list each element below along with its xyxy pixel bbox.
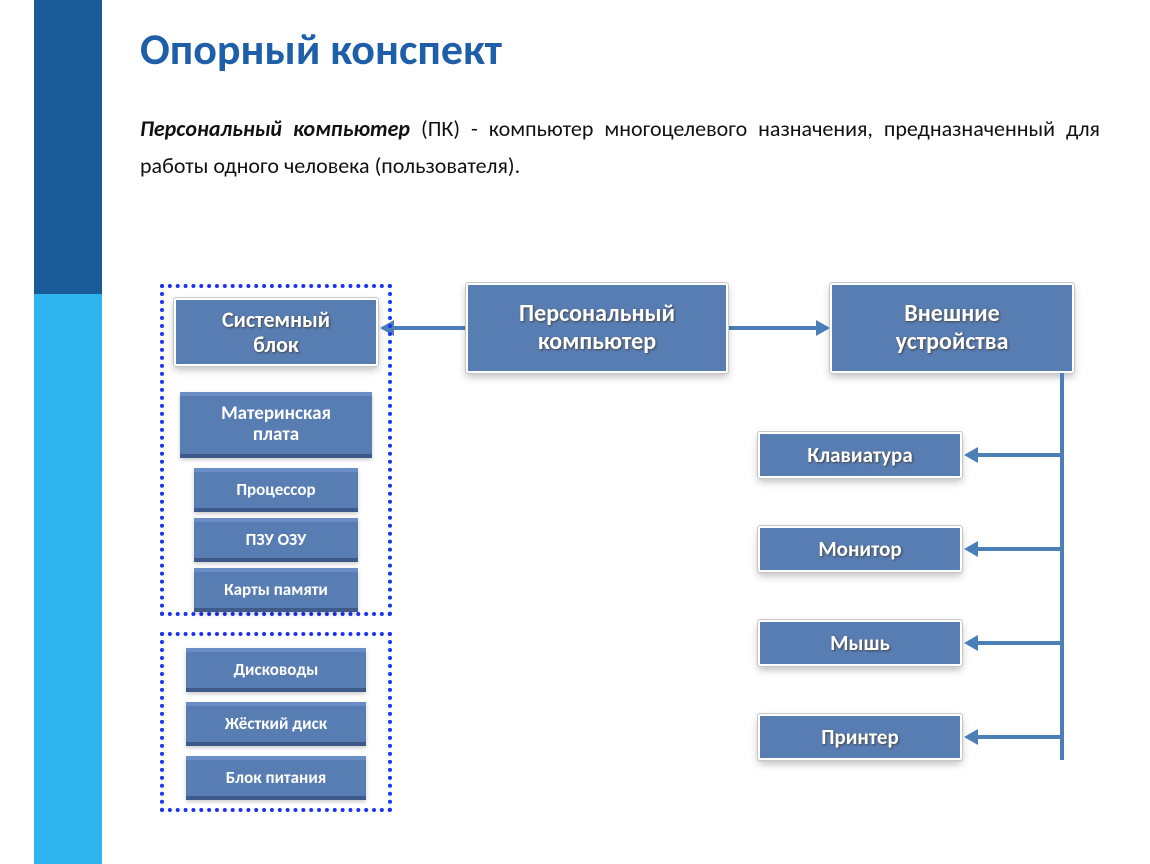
ext-item-1: Монитор [758,526,962,572]
node-root: Персональныйкомпьютер [466,283,728,373]
desc-abbr: ПК [428,115,454,142]
node-root-l1: Персональный [519,299,675,328]
storage-item-0: Дисководы [186,648,366,692]
ext-item-3: Принтер [758,714,962,760]
mb-item-1: ПЗУ ОЗУ [194,518,358,562]
sidebar-dark [34,0,102,294]
desc-bold: Персональный компьютер [140,115,410,142]
mb-item-0: Процессор [194,468,358,512]
node-motherboard: Материнскаяплата [180,392,372,458]
ext-item-2: Мышь [758,620,962,666]
mb-item-2: Карты памяти [194,568,358,612]
description: Персональный компьютер (ПК) - компьютер … [140,110,1100,185]
mb-l1: Материнская [221,402,331,425]
node-root-l2: компьютер [538,327,656,356]
ext-item-0: Клавиатура [758,432,962,478]
mb-l2: плата [253,423,299,446]
page-title: Опорный конспект [140,22,502,76]
node-right-l1: Внешние [904,299,999,328]
storage-item-1: Жёсткий диск [186,702,366,746]
node-right-l2: устройства [896,327,1009,356]
storage-item-2: Блок питания [186,756,366,800]
sidebar-light [34,294,102,864]
node-external-devices: Внешниеустройства [830,283,1074,373]
